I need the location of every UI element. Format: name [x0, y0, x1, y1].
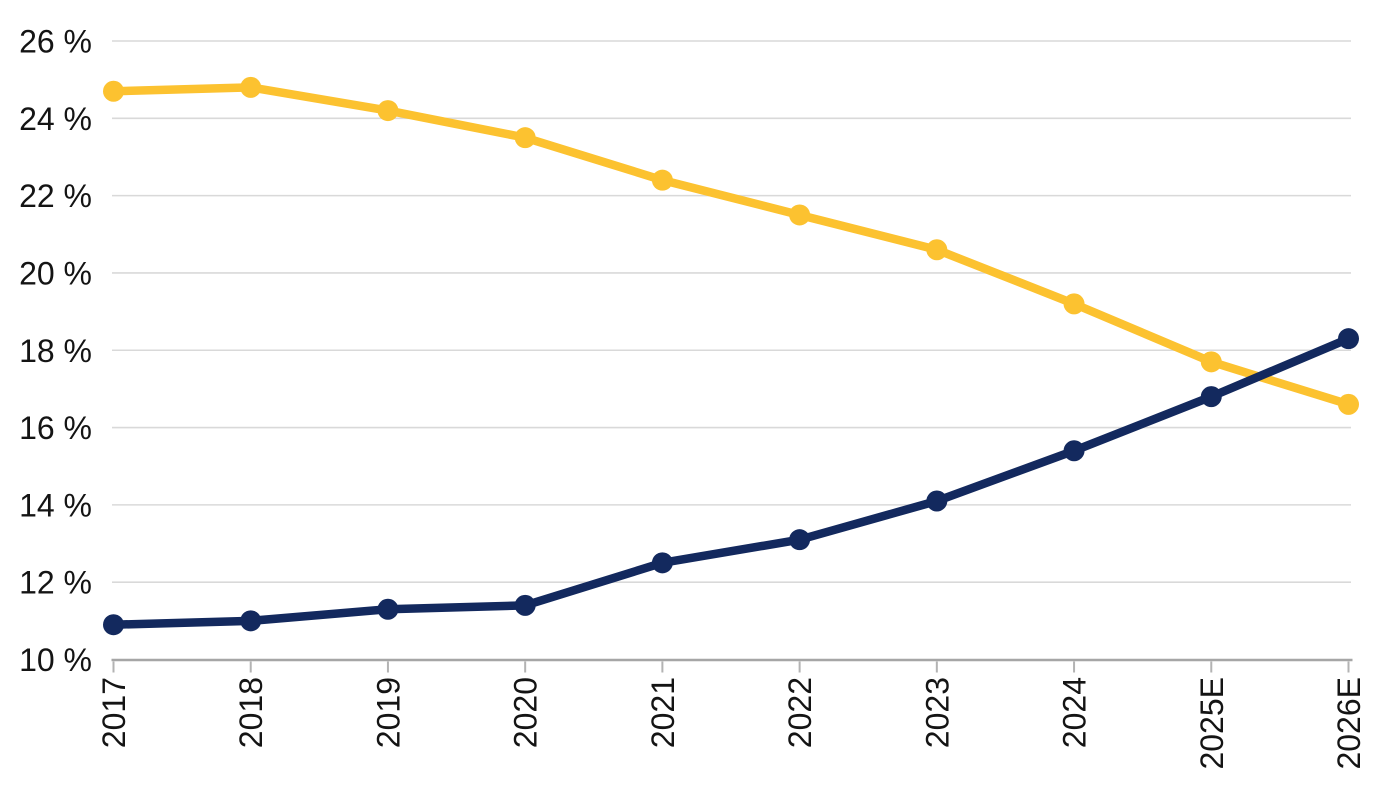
y-tick-label: 24 % — [19, 101, 92, 137]
x-tick-label: 2020 — [508, 677, 544, 748]
series-navy-point-2017 — [103, 614, 124, 636]
y-tick-label: 22 % — [19, 178, 92, 214]
series-yellow-point-2022 — [789, 204, 811, 226]
series-yellow-point-2019 — [377, 100, 399, 122]
series-yellow-point-2025E — [1200, 351, 1222, 373]
series-yellow-point-2021 — [651, 169, 673, 191]
x-tick-label: 2019 — [370, 677, 406, 748]
x-tick-label: 2018 — [233, 677, 269, 748]
y-tick-label: 12 % — [19, 565, 92, 601]
series-yellow-point-2017 — [103, 80, 124, 102]
y-tick-label: 10 % — [19, 642, 92, 678]
x-tick-label: 2026E — [1331, 677, 1367, 770]
series-yellow-line — [109, 83, 1353, 409]
x-tick-label: 2023 — [919, 677, 955, 748]
series-navy-point-2023 — [926, 490, 948, 512]
y-tick-label: 18 % — [19, 333, 92, 369]
series-yellow-point-2026E — [1338, 393, 1359, 415]
series-navy-point-2018 — [240, 610, 262, 632]
series-yellow-point-2020 — [514, 127, 536, 149]
x-tick-label: 2017 — [96, 677, 132, 748]
x-tick-label: 2022 — [782, 677, 818, 748]
x-tick-label: 2025E — [1194, 677, 1230, 770]
series-navy-point-2026E — [1338, 328, 1359, 350]
y-tick-label: 26 % — [19, 24, 92, 60]
y-tick-label: 20 % — [19, 255, 92, 291]
series-yellow-point-2023 — [926, 239, 948, 261]
series-navy-point-2024 — [1063, 440, 1085, 462]
x-tick-label: 2021 — [645, 677, 681, 748]
series-navy-line — [109, 334, 1353, 629]
y-tick-label: 16 % — [19, 410, 92, 446]
series-navy-point-2020 — [514, 594, 536, 616]
series-navy-point-2019 — [377, 598, 399, 620]
series-navy-point-2021 — [651, 552, 673, 574]
series-navy-point-2025E — [1200, 386, 1222, 408]
y-tick-label: 14 % — [19, 487, 92, 523]
x-tick-label: 2024 — [1057, 677, 1093, 748]
series-navy-point-2022 — [789, 529, 811, 551]
series-yellow-point-2018 — [240, 76, 262, 98]
series-yellow-point-2024 — [1063, 293, 1085, 315]
